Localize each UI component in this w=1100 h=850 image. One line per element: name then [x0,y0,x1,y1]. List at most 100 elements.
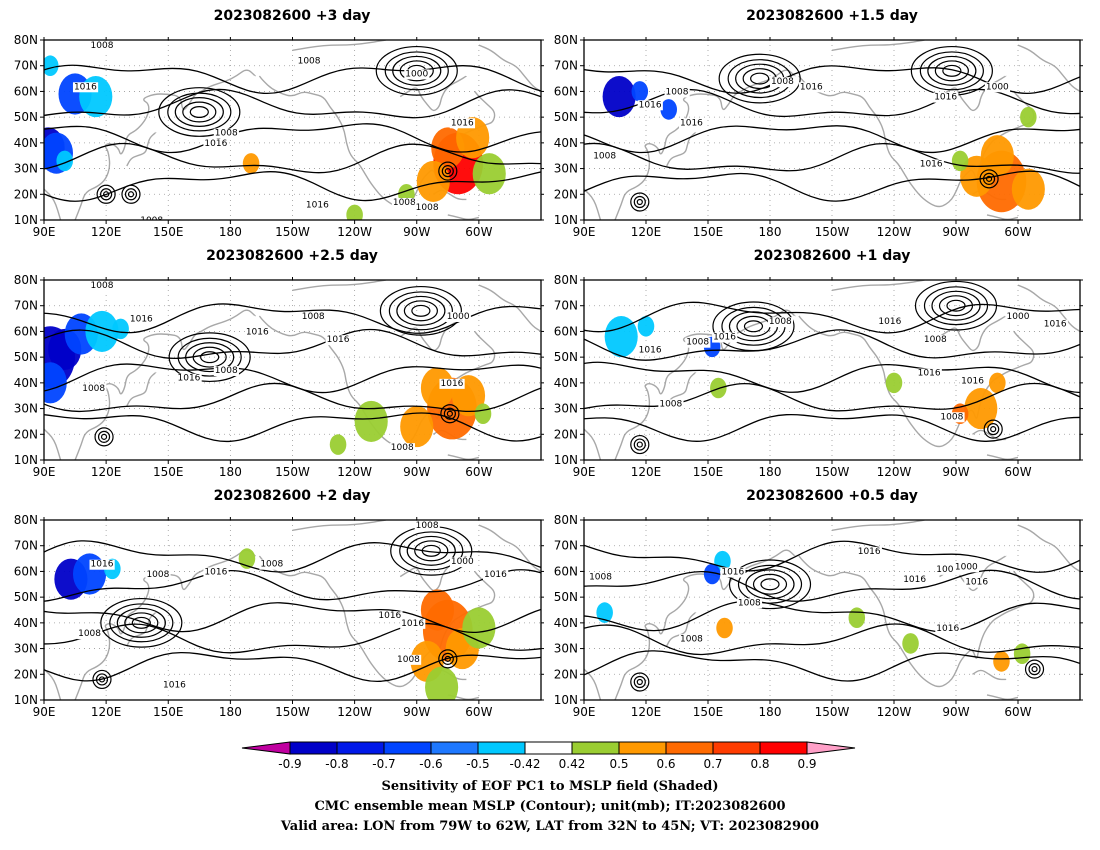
coastline [478,44,541,93]
coastline [126,131,157,167]
contour-label: 1008 [416,521,439,531]
contour-label: 1008 [924,335,947,345]
colorbar-arrow-left [241,741,291,755]
axis-layer: 90E 120E 150E 180 150W 120W 90W 60W 10N 20N 30N 40N… [14,33,544,239]
x-tick-label: 150W [815,705,850,719]
x-tick-label: 60W [1004,225,1031,239]
colorbar-tick-label: -0.42 [509,757,540,771]
closed-isobar [375,45,458,96]
y-tick-label: 50N [14,350,38,364]
sensitivity-shading-layer [604,316,1006,430]
y-tick-label: 60N [14,564,38,578]
sensitivity-patch [716,617,733,639]
closed-isobar [438,161,458,181]
contour-label: 1000 [447,312,470,322]
closed-isobar [987,423,1000,436]
closed-isobar [743,320,764,333]
coastline [447,454,480,460]
x-tick-label: 150W [275,705,310,719]
x-tick-label: 90E [573,465,596,479]
sensitivity-patch [44,55,59,76]
x-tick-label: 120W [337,225,372,239]
y-tick-label: 50N [14,590,38,604]
contour-label: 1016 [204,139,227,149]
closed-isobar [630,192,650,212]
x-tick-label: 150W [275,465,310,479]
isobar [44,412,541,443]
y-tick-label: 40N [14,616,38,630]
contour-label: 1008 [940,412,963,422]
axis-layer: 90E 120E 150E 180 150W 120W 90W 60W 10N 20N 30N 40N… [554,513,1083,719]
contour-label: 1016 [178,374,201,384]
contour-label: 1016 [130,315,153,325]
contour-label: 1008 [140,216,163,226]
contour-label: 1016 [936,624,959,634]
closed-isobar [182,101,217,123]
colorbar-tick-label: -0.6 [419,757,442,771]
contour-label: 1016 [246,327,269,337]
sensitivity-patch [660,99,677,120]
y-tick-label: 30N [14,642,38,656]
x-tick-label: 90E [33,465,56,479]
coastline [614,549,796,700]
coastline [292,40,387,51]
y-tick-label: 50N [14,110,38,124]
closed-isobar [919,51,984,91]
colorbar-tick-label: -0.9 [278,757,301,771]
isobar [584,170,1080,202]
isobar [584,540,1080,573]
coastline [44,428,62,460]
closed-isobar [92,669,112,690]
y-tick-label: 70N [14,59,38,73]
y-tick-label: 40N [554,376,578,390]
closed-isobar [982,172,996,185]
y-tick-label: 60N [554,564,578,578]
colorbar-tick-label: 0.8 [750,757,769,771]
caption-line-1: Sensitivity of EOF PC1 to MSLP field (Sh… [381,779,718,794]
closed-isobar [200,351,220,364]
contour-label: 1016 [858,547,881,557]
isobar [584,413,1080,442]
panel-title: 2023082600 +1 day [754,248,911,264]
contour-label: 1008 [769,317,792,327]
y-tick-label: 40N [14,136,38,150]
sensitivity-patch [425,666,459,700]
closed-isobar [630,434,650,455]
y-tick-label: 40N [554,616,578,630]
map-panel: 2023082600 +1.5 day 10161008101610081016… [554,8,1083,239]
isobar [584,142,1080,174]
y-tick-label: 30N [14,162,38,176]
closed-isobar [630,672,650,692]
contour-label: 1016 [163,681,186,691]
closed-isobar [100,433,108,440]
contour-label: 1016 [918,369,941,379]
closed-isobar [444,168,451,175]
y-tick-label: 10N [14,453,38,467]
y-tick-label: 20N [14,427,38,441]
contour-label: 1008 [302,312,325,322]
y-tick-label: 70N [554,299,578,313]
x-tick-label: 120E [91,705,122,719]
y-tick-label: 60N [14,324,38,338]
colorbar-swatch [524,741,573,755]
coastline [1017,44,1080,93]
closed-isobar [103,191,110,198]
contour-label: 1008 [391,443,414,453]
contour-label: 1000 [451,557,474,567]
closed-isobar [633,438,646,451]
closed-isobar [438,649,458,669]
y-tick-label: 30N [14,402,38,416]
isobar [44,363,541,394]
closed-isobar [421,544,441,557]
y-tick-label: 50N [554,350,578,364]
y-tick-label: 20N [554,427,578,441]
x-tick-label: 120W [877,465,912,479]
closed-isobar [636,441,643,448]
isobar [44,540,541,573]
coastline [584,188,602,220]
closed-isobar [934,60,969,82]
closed-isobar [737,564,803,604]
y-tick-label: 80N [14,33,38,47]
isobar [44,602,541,634]
